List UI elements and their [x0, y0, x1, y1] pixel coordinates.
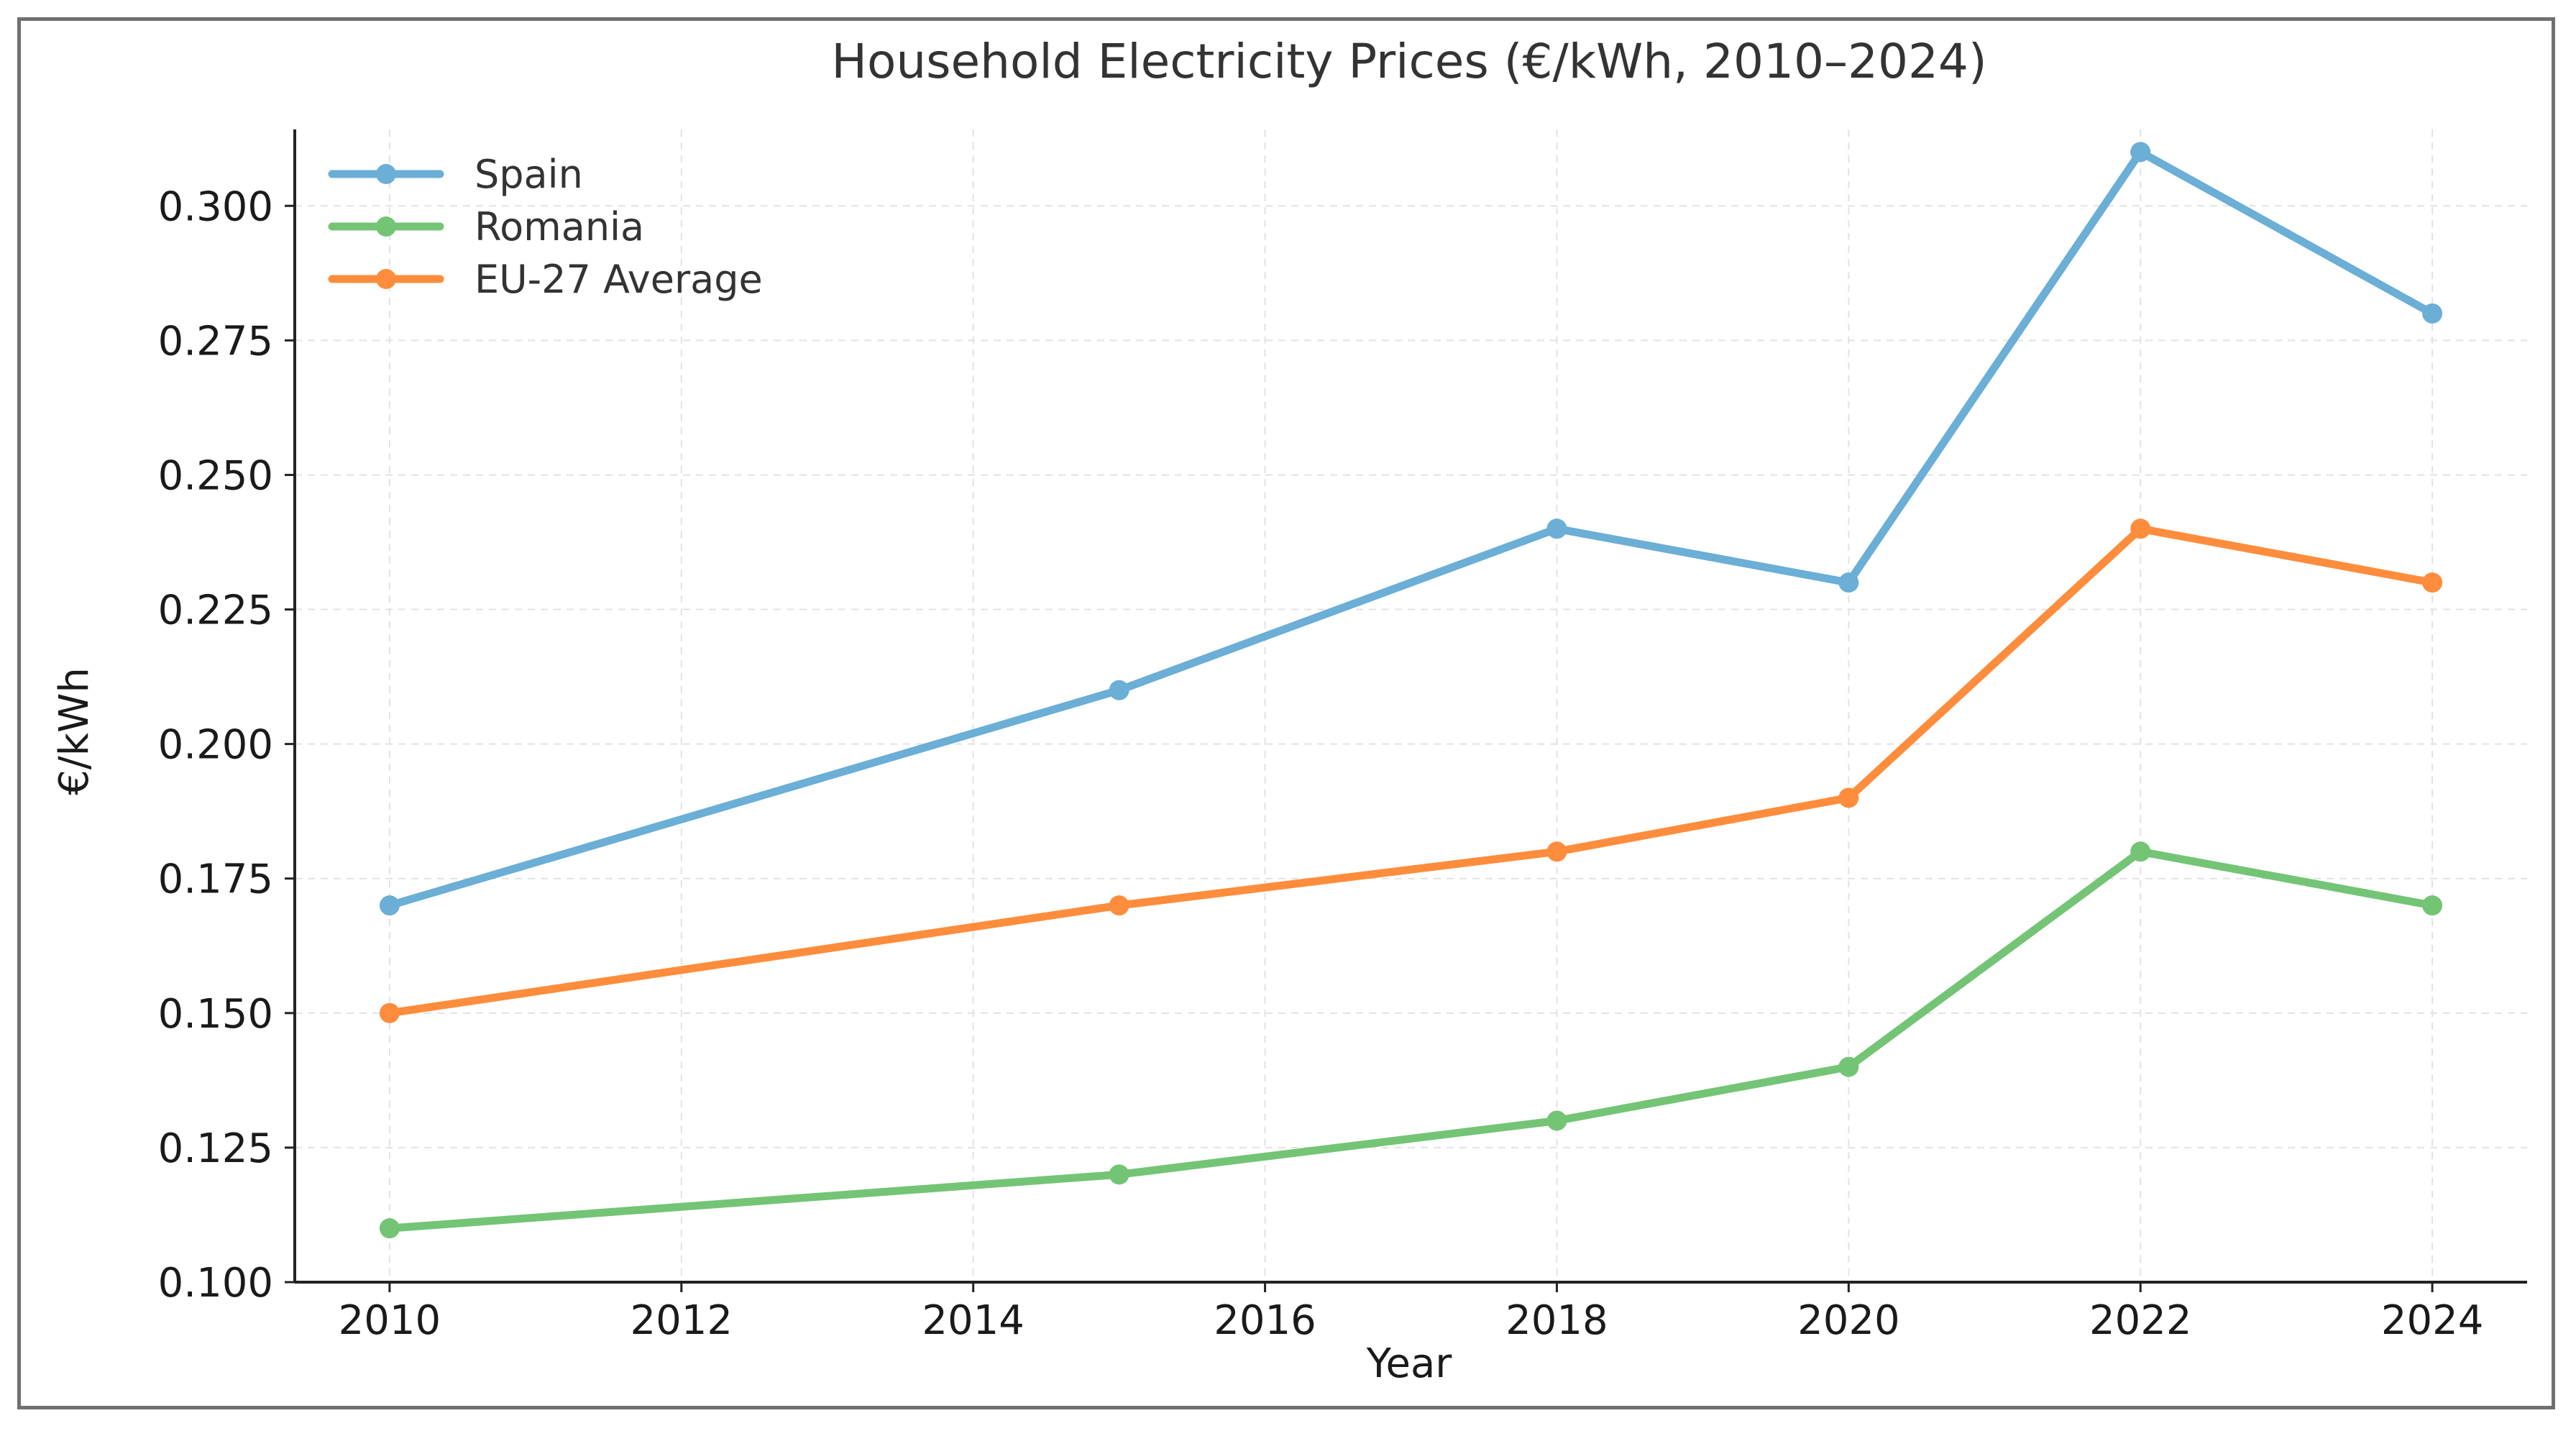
data-point — [1838, 787, 1859, 808]
y-tick-label: 0.100 — [158, 1260, 273, 1307]
data-point — [1838, 1056, 1859, 1077]
data-point — [2422, 572, 2443, 593]
x-tick-label: 2020 — [1797, 1297, 1900, 1344]
y-tick-label: 0.150 — [158, 991, 273, 1038]
x-axis-title: Year — [1366, 1340, 1453, 1387]
legend-swatch-marker — [376, 216, 396, 237]
data-point — [1546, 841, 1567, 862]
grid-lines — [295, 129, 2527, 1283]
data-point — [2130, 518, 2151, 539]
axes — [285, 129, 2527, 1292]
y-tick-label: 0.125 — [158, 1125, 273, 1172]
y-tick-label: 0.225 — [158, 588, 273, 634]
data-point — [379, 895, 400, 916]
legend: Spain Romania EU-27 Average — [328, 152, 763, 302]
x-tick-label: 2024 — [2381, 1297, 2484, 1344]
y-tick-label: 0.300 — [158, 183, 273, 230]
y-tick-label: 0.175 — [158, 856, 273, 903]
legend-item: EU-27 Average — [328, 257, 763, 302]
data-series — [379, 142, 2443, 1239]
data-point — [1109, 895, 1129, 916]
y-tick-label: 0.200 — [158, 722, 273, 769]
data-point — [1109, 680, 1129, 700]
legend-item: Spain — [328, 152, 583, 197]
data-point — [2422, 303, 2443, 324]
data-point — [1546, 518, 1567, 539]
legend-swatch-marker — [376, 269, 396, 289]
chart-frame — [17, 17, 2555, 1409]
data-point — [379, 1002, 400, 1023]
x-tick-label: 2012 — [631, 1297, 733, 1344]
series-spain — [379, 142, 2443, 916]
chart-title: Household Electricity Prices (€/kWh, 201… — [831, 34, 1986, 89]
x-tick-label: 2016 — [1214, 1297, 1316, 1344]
data-point — [1109, 1164, 1129, 1185]
x-tick-label: 2022 — [2089, 1297, 2192, 1344]
y-tick-label: 0.275 — [158, 318, 273, 365]
x-tick-label: 2014 — [922, 1297, 1025, 1344]
y-axis-title: €/kWh — [51, 667, 98, 795]
series-line — [385, 147, 2437, 910]
data-point — [2130, 841, 2151, 862]
x-tick-label: 2010 — [339, 1297, 441, 1344]
data-point — [379, 1218, 400, 1239]
data-point — [1838, 572, 1859, 593]
data-point — [1546, 1110, 1567, 1131]
x-tick-label: 2018 — [1505, 1297, 1608, 1344]
legend-label: EU-27 Average — [475, 257, 763, 302]
legend-label: Spain — [475, 152, 583, 197]
y-tick-label: 0.250 — [158, 452, 273, 499]
tick-labels: 2010 2012 2014 2016 2018 2020 2022 2024 0.100 0.1… — [158, 183, 2484, 1344]
legend-item: Romania — [328, 204, 644, 250]
series-line — [385, 524, 2437, 1018]
data-point — [2130, 142, 2151, 163]
legend-label: Romania — [475, 204, 644, 250]
series-line — [385, 847, 2437, 1233]
data-point — [2422, 895, 2443, 916]
series-romania — [379, 841, 2443, 1239]
legend-swatch-marker — [376, 164, 396, 184]
series-eu-27-average — [379, 518, 2443, 1023]
